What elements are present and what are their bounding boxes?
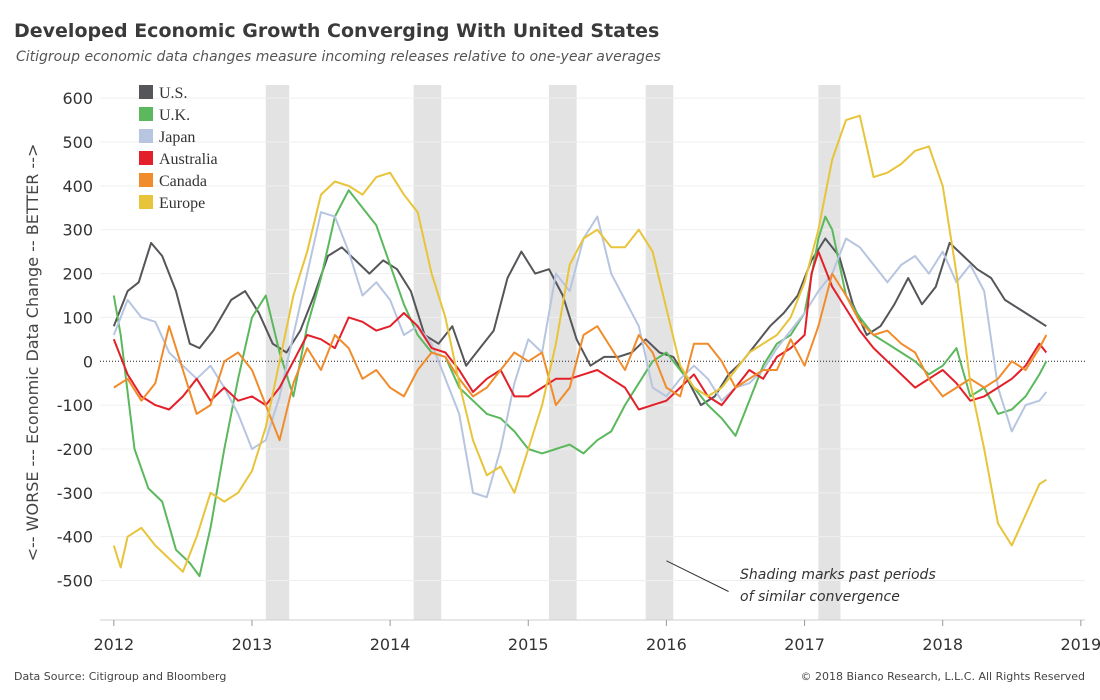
legend-label: Australia (159, 151, 218, 168)
y-axis: 600 500 400 300 200 100 0 -100 -200 -300 -400 -500 (57, 89, 93, 590)
x-tick-label: 2016 (646, 635, 687, 654)
legend-swatch (139, 151, 153, 165)
annotation: Shading marks past periods of similar con… (666, 560, 936, 605)
y-axis-title: <-- WORSE --- Economic Data Change -- BE… (23, 144, 42, 562)
series-line-australia (112, 250, 1048, 411)
y-tick-label: -200 (57, 440, 93, 459)
legend-swatch (139, 173, 153, 187)
shaded-period-0 (265, 85, 290, 620)
x-tick-label: 2017 (784, 635, 825, 654)
legend-swatch (139, 129, 153, 143)
y-tick-label: -400 (57, 528, 93, 547)
shaded-period-1 (413, 85, 442, 620)
y-tick-label: -300 (57, 484, 93, 503)
legend-label: U.K. (159, 107, 190, 124)
annotation-text: Shading marks past periods (740, 567, 936, 583)
y-tick-label: 500 (62, 133, 93, 152)
shaded-period-4 (818, 85, 841, 620)
x-tick-label: 2014 (370, 635, 411, 654)
legend-label: Europe (159, 195, 205, 212)
series-line-u-s (112, 237, 1047, 407)
annotation-pointer (666, 560, 729, 592)
source-note: Data Source: Citigroup and Bloomberg (14, 670, 227, 683)
y-tick-label: 100 (62, 308, 93, 327)
x-tick-label: 2013 (232, 635, 273, 654)
series-line-u-k (112, 189, 1048, 578)
annotation-text: of similar convergence (740, 589, 900, 605)
y-axis-label: <-- WORSE --- Economic Data Change -- BE… (23, 144, 42, 562)
x-axis: 2012 2013 2014 2015 2016 2017 2018 2019 (93, 620, 1100, 654)
series-line-europe (112, 114, 1047, 573)
series-lines (112, 114, 1048, 578)
series-line-canada (113, 272, 1048, 442)
y-tick-label: 0 (83, 352, 93, 371)
x-tick-label: 2019 (1060, 635, 1100, 654)
legend: U.S. U.K. Japan Australia Canada Europe (139, 85, 218, 212)
gridlines (100, 97, 1085, 621)
legend-swatch (139, 85, 153, 99)
legend-swatch (139, 107, 153, 121)
y-tick-label: 600 (62, 89, 93, 108)
legend-label: Japan (159, 129, 195, 146)
y-tick-label: 400 (62, 177, 93, 196)
y-tick-label: -100 (57, 396, 93, 415)
legend-label: U.S. (159, 85, 187, 102)
x-tick-label: 2015 (508, 635, 549, 654)
copyright-note: © 2018 Bianco Research, L.L.C. All Right… (800, 670, 1085, 683)
y-tick-label: 300 (62, 221, 93, 240)
x-tick-label: 2012 (93, 635, 134, 654)
y-tick-label: -500 (57, 572, 93, 591)
legend-swatch (139, 195, 153, 209)
chart-title: Developed Economic Growth Converging Wit… (14, 20, 660, 42)
x-tick-label: 2018 (922, 635, 963, 654)
legend-label: Canada (159, 173, 207, 190)
y-tick-label: 200 (62, 265, 93, 284)
chart-subtitle: Citigroup economic data changes measure … (16, 49, 661, 65)
